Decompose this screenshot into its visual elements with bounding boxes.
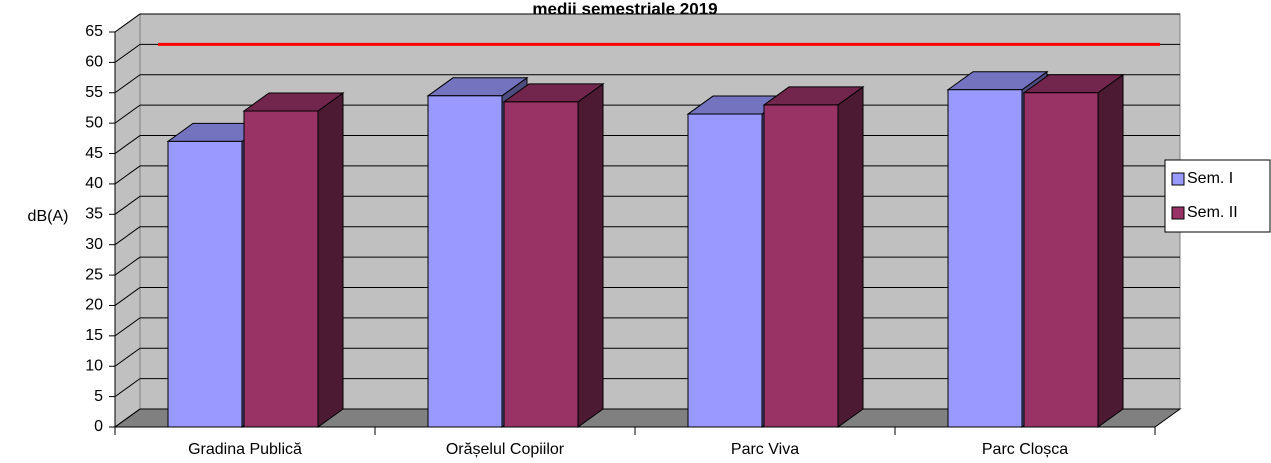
- x-tick-label: Orășelul Copiilor: [446, 441, 565, 458]
- bar-side: [837, 85, 864, 428]
- bar: [947, 89, 1023, 428]
- y-tick-label: 50: [85, 114, 103, 131]
- y-tick-label: 5: [94, 388, 103, 405]
- bar: [503, 101, 579, 428]
- bar-side: [1097, 73, 1124, 428]
- x-tick-label: Parc Viva: [731, 441, 799, 458]
- legend-swatch: [1171, 206, 1185, 220]
- side-wall: [114, 13, 141, 428]
- grid-line-side: [114, 378, 141, 398]
- grid-line-side: [114, 408, 141, 428]
- grid-line-side: [114, 13, 141, 33]
- y-tick-label: 45: [85, 145, 103, 162]
- bar: [243, 110, 319, 428]
- bar: [1023, 92, 1099, 428]
- grid-line-side: [114, 226, 141, 246]
- legend-label: Sem. II: [1187, 204, 1238, 221]
- grid-line-side: [114, 43, 141, 63]
- bar: [763, 104, 839, 428]
- y-tick-label: 25: [85, 266, 103, 283]
- y-tick-label: 40: [85, 175, 103, 192]
- grid-line-side: [114, 256, 141, 276]
- grid-line-side: [114, 317, 141, 337]
- y-tick-label: 30: [85, 236, 103, 253]
- y-axis-label: dB(A): [28, 208, 69, 225]
- x-tick-label: Parc Cloșca: [982, 441, 1068, 458]
- bar: [167, 140, 243, 428]
- y-tick-label: 55: [85, 84, 103, 101]
- y-tick-label: 65: [85, 23, 103, 40]
- bar: [427, 95, 503, 428]
- x-tick-label: Gradina Publică: [188, 441, 302, 458]
- grid-line-side: [114, 135, 141, 154]
- y-tick-label: 15: [85, 327, 103, 344]
- grid-line-side: [114, 195, 141, 215]
- y-tick-label: 60: [85, 54, 103, 71]
- y-tick-label: 0: [94, 418, 103, 435]
- y-tick-label: 35: [85, 206, 103, 223]
- bar-side: [577, 82, 604, 428]
- legend-box: [1164, 159, 1271, 233]
- grid-line-side: [114, 74, 141, 94]
- grid-line-side: [114, 287, 141, 306]
- legend-swatch: [1171, 172, 1185, 186]
- grid-line-side: [114, 347, 141, 367]
- bar-side: [317, 92, 344, 428]
- legend-label: Sem. I: [1187, 170, 1233, 187]
- y-tick-label: 20: [85, 297, 103, 314]
- y-tick-label: 10: [85, 357, 103, 374]
- grid-line-side: [114, 165, 141, 185]
- grid-line-side: [114, 104, 141, 124]
- bar: [687, 113, 763, 428]
